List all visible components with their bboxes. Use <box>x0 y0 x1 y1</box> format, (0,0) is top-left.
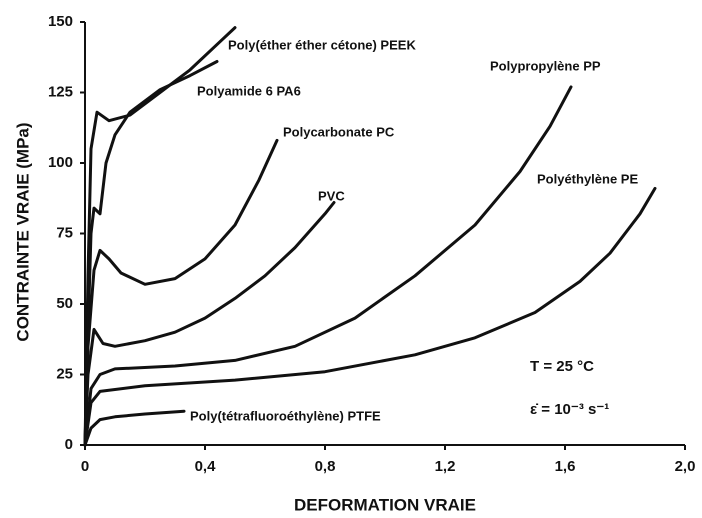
x-tick-label: 0 <box>81 458 89 475</box>
series-label: Poly(tétrafluoroéthylène) PTFE <box>190 408 381 423</box>
y-tick-label: 125 <box>48 83 73 100</box>
series-label: Poly(éther éther cétone) PEEK <box>228 37 416 52</box>
y-tick-label: 25 <box>56 365 73 382</box>
y-axis-label: CONTRAINTE VRAIE (MPa) <box>13 122 32 341</box>
y-tick-label: 75 <box>56 224 73 241</box>
series-label: PVC <box>318 188 345 203</box>
x-tick-label: 0,8 <box>315 458 336 475</box>
curve <box>83 186 657 447</box>
x-tick-label: 2,0 <box>675 458 696 475</box>
curve <box>83 201 336 447</box>
x-axis-label: DEFORMATION VRAIE <box>294 495 476 514</box>
y-tick-label: 0 <box>65 436 73 453</box>
curve <box>83 60 219 447</box>
curve <box>83 409 186 447</box>
y-tick-label: 50 <box>56 295 73 312</box>
series-label: Polypropylène PP <box>490 58 601 73</box>
y-tick-label: 150 <box>48 13 73 30</box>
x-tick-label: 0,4 <box>195 458 217 475</box>
x-tick-label: 1,6 <box>555 458 576 475</box>
y-tick-label: 100 <box>48 154 73 171</box>
series-label: Polyamide 6 PA6 <box>197 83 301 98</box>
series-label: Polycarbonate PC <box>283 124 395 139</box>
temperature-note: T = 25 °C <box>530 358 594 375</box>
series-label: Polyéthylène PE <box>537 171 638 186</box>
curve <box>83 138 279 447</box>
curve <box>83 85 573 447</box>
curve <box>83 26 237 447</box>
strain-rate-note: ε̇ = 10⁻³ s⁻¹ <box>530 401 609 418</box>
x-tick-label: 1,2 <box>435 458 456 475</box>
